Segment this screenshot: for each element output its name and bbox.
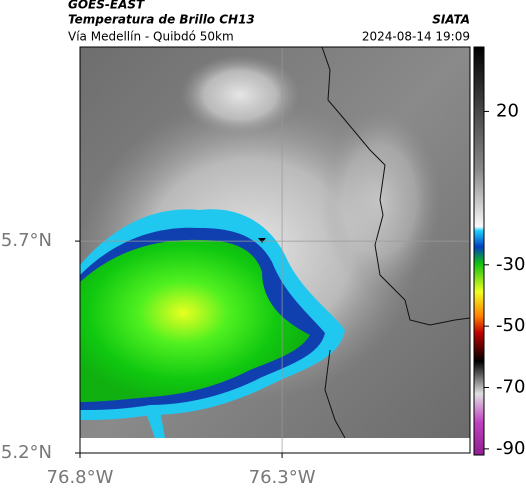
subtitle: Vía Medellín - Quibdó 50km (68, 30, 234, 44)
header-line: GOES-EAST (68, 0, 145, 12)
x-tick-label: 76.3°W (249, 467, 316, 488)
map-image (80, 47, 470, 453)
colorbar-tick-label: 20 (496, 100, 519, 121)
colorbar-tick-label: -70 (496, 377, 525, 398)
colorbar (473, 46, 485, 456)
x-tick-label: 76.8°W (47, 467, 114, 488)
title: Temperatura de Brillo CH13 (68, 13, 255, 27)
timestamp: 2024-08-14 19:09 (362, 30, 470, 44)
colorbar-tick-label: -30 (496, 254, 525, 275)
agency: SIATA (432, 13, 470, 27)
y-tick-label: 5.2°N (1, 442, 52, 463)
colorbar-tick-label: -50 (496, 315, 525, 336)
map-frame (79, 46, 471, 454)
colorbar-tick-label: -90 (496, 438, 525, 459)
y-tick-label: 5.7°N (1, 230, 52, 251)
